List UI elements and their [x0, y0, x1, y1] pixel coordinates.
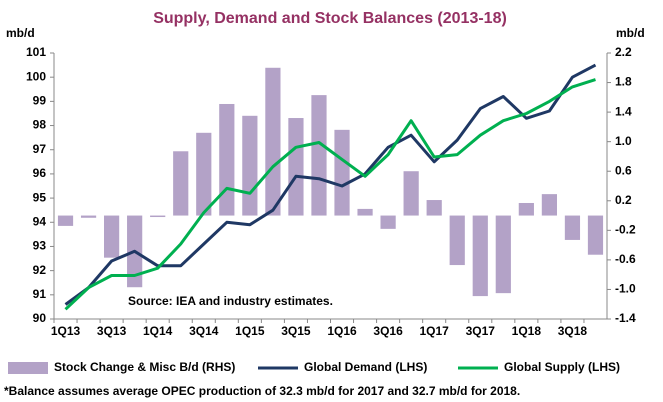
y2-tick-label: 0.2: [615, 193, 632, 207]
x-tick-label: 3Q16: [373, 324, 403, 338]
y-tick-label: 93: [33, 239, 47, 253]
legend-label: Global Supply (LHS): [504, 360, 620, 374]
y2-tick-label: 1.8: [615, 75, 632, 89]
bar: [449, 215, 465, 266]
bar: [495, 215, 511, 294]
bar: [311, 95, 327, 216]
bar: [334, 129, 350, 216]
x-tick-label: 1Q14: [143, 324, 173, 338]
bar: [288, 118, 304, 216]
y-tick-label: 96: [33, 166, 47, 180]
y-axis-label: mb/d: [6, 26, 35, 40]
x-tick-label: 3Q14: [189, 324, 219, 338]
y2-tick-label: -0.2: [615, 223, 636, 237]
legend-label: Global Demand (LHS): [304, 360, 427, 374]
bar: [357, 208, 373, 216]
line: [64, 78, 596, 311]
bar: [380, 215, 396, 229]
y-tick-label: 99: [33, 94, 47, 108]
y-tick-label: 101: [26, 45, 46, 59]
y-tick-label: 98: [33, 118, 47, 132]
y2-tick-label: 1.4: [615, 104, 632, 118]
bar: [564, 215, 581, 240]
y-tick-label: 91: [33, 287, 47, 301]
bar: [587, 215, 604, 255]
y2-tick-label: 0.6: [615, 163, 632, 177]
bar: [403, 171, 419, 216]
bar: [57, 215, 74, 226]
bar: [242, 115, 258, 216]
bar: [219, 103, 235, 216]
y-tick-label: 97: [33, 142, 47, 156]
bar: [80, 215, 97, 218]
bar: [150, 215, 166, 218]
y2-tick-label: 2.2: [615, 45, 632, 59]
y2-tick-label: -1.4: [615, 311, 636, 325]
y2-tick-label: -0.6: [615, 252, 636, 266]
x-tick-label: 3Q13: [97, 324, 127, 338]
bar: [518, 202, 534, 216]
x-tick-label: 1Q18: [512, 324, 542, 338]
y-tick-label: 100: [26, 69, 46, 83]
annotation: Source: IEA and industry estimates.: [128, 294, 333, 308]
y2-tick-label: 1.0: [615, 134, 632, 148]
x-tick-label: 1Q16: [327, 324, 357, 338]
bar: [173, 151, 189, 216]
bar: [472, 215, 488, 297]
bar: [426, 200, 442, 216]
y-tick-label: 94: [33, 214, 47, 228]
y2-tick-label: -1.0: [615, 282, 636, 296]
y-tick-label: 90: [33, 311, 47, 325]
x-tick-label: 1Q15: [235, 324, 265, 338]
footnote: *Balance assumes average OPEC production…: [4, 384, 520, 398]
legend-swatch: [8, 362, 48, 374]
x-tick-label: 1Q13: [51, 324, 81, 338]
y-tick-label: 95: [33, 190, 47, 204]
x-tick-label: 3Q18: [558, 324, 588, 338]
bar: [265, 67, 281, 216]
bar: [196, 132, 212, 216]
y2-axis-label: mb/d: [616, 26, 645, 40]
line: [64, 63, 597, 306]
bar: [541, 194, 557, 216]
chart-title: Supply, Demand and Stock Balances (2013-…: [153, 10, 507, 27]
x-tick-label: 3Q17: [466, 324, 496, 338]
x-tick-label: 1Q17: [420, 324, 450, 338]
legend-label: Stock Change & Misc B/d (RHS): [54, 360, 235, 374]
y-tick-label: 92: [33, 263, 47, 277]
bar: [104, 215, 120, 258]
x-tick-label: 3Q15: [281, 324, 311, 338]
